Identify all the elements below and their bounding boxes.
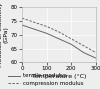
Y-axis label: Modulus of elasticity
(GPa): Modulus of elasticity (GPa)	[0, 2, 9, 67]
X-axis label: Temperature (°C): Temperature (°C)	[32, 74, 86, 79]
Legend: tensile modulus, compression modulus: tensile modulus, compression modulus	[8, 73, 83, 86]
